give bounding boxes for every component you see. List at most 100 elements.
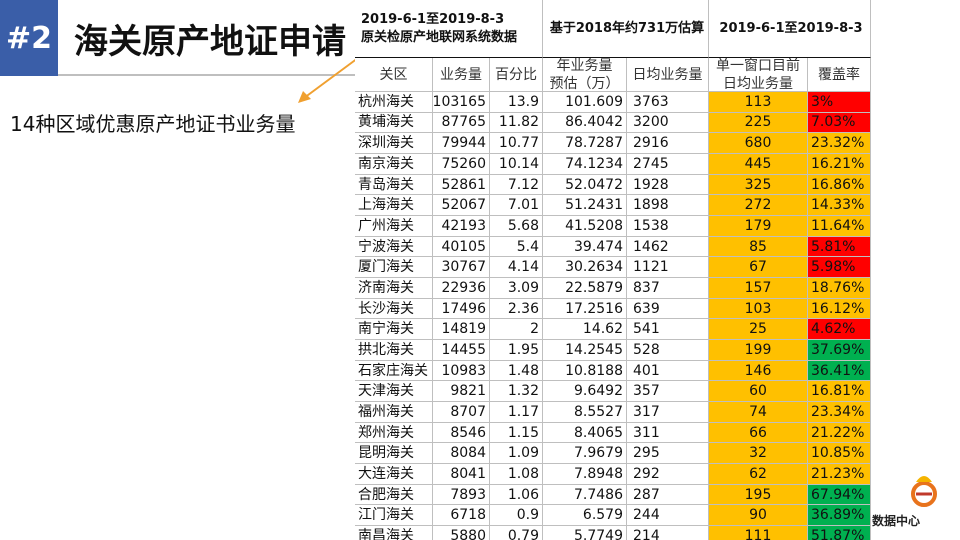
table-cell: 32 bbox=[709, 443, 808, 465]
row-label: 郑州海关 bbox=[355, 422, 433, 444]
table-cell: 1121 bbox=[627, 257, 709, 279]
table-cell: 25 bbox=[709, 319, 808, 341]
table-cell: 67.94% bbox=[808, 484, 871, 506]
row-label: 宁波海关 bbox=[355, 236, 433, 258]
table-cell: 0.9 bbox=[490, 505, 543, 527]
table-cell: 16.21% bbox=[808, 154, 871, 175]
table-cell: 30.2634 bbox=[543, 257, 627, 279]
table-cell: 1462 bbox=[627, 236, 709, 258]
table-cell: 87765 bbox=[433, 112, 490, 134]
table-cell: 2745 bbox=[627, 154, 709, 175]
table-cell: 103165 bbox=[433, 92, 490, 113]
table-cell: 1.08 bbox=[490, 464, 543, 485]
row-label: 南京海关 bbox=[355, 154, 433, 175]
table-cell: 680 bbox=[709, 133, 808, 154]
table-cell: 317 bbox=[627, 402, 709, 423]
slide-subtitle: 14种区域优惠原产地证书业务量 bbox=[10, 112, 296, 136]
table-cell: 357 bbox=[627, 381, 709, 403]
row-label: 青岛海关 bbox=[355, 174, 433, 196]
table-cell: 23.32% bbox=[808, 133, 871, 154]
table-cell: 85 bbox=[709, 236, 808, 258]
slide-badge: #2 bbox=[0, 0, 58, 76]
table-cell: 4.14 bbox=[490, 257, 543, 279]
slide-title: 海关原产地证申请 bbox=[74, 22, 346, 62]
row-label: 石家庄海关 bbox=[355, 360, 433, 382]
row-label: 拱北海关 bbox=[355, 340, 433, 361]
table-cell: 52067 bbox=[433, 195, 490, 216]
table-cell: 103 bbox=[709, 298, 808, 320]
table-cell: 36.41% bbox=[808, 360, 871, 382]
table-cell: 244 bbox=[627, 505, 709, 527]
table-cell: 9821 bbox=[433, 381, 490, 403]
table-cell: 272 bbox=[709, 195, 808, 216]
column-header: 业务量 bbox=[433, 58, 490, 92]
table-cell: 7.03% bbox=[808, 112, 871, 134]
group-header: 2019-6-1至2019-8-3 bbox=[709, 0, 871, 58]
table-cell: 75260 bbox=[433, 154, 490, 175]
table-cell: 1.48 bbox=[490, 360, 543, 382]
table-cell: 5.68 bbox=[490, 216, 543, 237]
table-cell: 5880 bbox=[433, 526, 490, 540]
table-cell: 60 bbox=[709, 381, 808, 403]
table-cell: 311 bbox=[627, 422, 709, 444]
table-cell: 7893 bbox=[433, 484, 490, 506]
table-cell: 7.01 bbox=[490, 195, 543, 216]
table-cell: 11.64% bbox=[808, 216, 871, 237]
table-cell: 8546 bbox=[433, 422, 490, 444]
table-cell: 14819 bbox=[433, 319, 490, 341]
table-cell: 1.09 bbox=[490, 443, 543, 465]
table-cell: 1898 bbox=[627, 195, 709, 216]
table-cell: 3200 bbox=[627, 112, 709, 134]
cell-line: 日均业务量 bbox=[723, 75, 793, 92]
table-cell: 13.9 bbox=[490, 92, 543, 113]
table-cell: 10.85% bbox=[808, 443, 871, 465]
table-cell: 10.77 bbox=[490, 133, 543, 154]
table-cell: 287 bbox=[627, 484, 709, 506]
table-cell: 837 bbox=[627, 278, 709, 299]
table-cell: 3.09 bbox=[490, 278, 543, 299]
table-cell: 17496 bbox=[433, 298, 490, 320]
data-table: 2019-6-1至2019-8-3 原关检原产地联网系统数据 基于2018年约731… bbox=[355, 0, 871, 540]
row-label: 南昌海关 bbox=[355, 526, 433, 540]
table-cell: 22.5879 bbox=[543, 278, 627, 299]
column-header: 单一窗口目前 日均业务量 bbox=[709, 58, 808, 92]
row-label: 黄埔海关 bbox=[355, 112, 433, 134]
cell-line: 基于2018年约731万估算 bbox=[549, 20, 705, 36]
table-cell: 401 bbox=[627, 360, 709, 382]
pointer-arrow bbox=[298, 57, 359, 103]
table-cell: 528 bbox=[627, 340, 709, 361]
table-cell: 5.7749 bbox=[543, 526, 627, 540]
table-cell: 8.4065 bbox=[543, 422, 627, 444]
cell-line: 原关检原产地联网系统数据 bbox=[361, 29, 518, 45]
row-label: 江门海关 bbox=[355, 505, 433, 527]
row-label: 福州海关 bbox=[355, 402, 433, 423]
table-cell: 21.22% bbox=[808, 422, 871, 444]
table-cell: 8707 bbox=[433, 402, 490, 423]
table-cell: 4.62% bbox=[808, 319, 871, 341]
group-header: 基于2018年约731万估算 bbox=[543, 0, 709, 58]
table-cell: 51.2431 bbox=[543, 195, 627, 216]
table-cell: 1.06 bbox=[490, 484, 543, 506]
table-cell: 5.98% bbox=[808, 257, 871, 279]
table-cell: 5.4 bbox=[490, 236, 543, 258]
table-cell: 39.474 bbox=[543, 236, 627, 258]
row-label: 深圳海关 bbox=[355, 133, 433, 154]
table-cell: 30767 bbox=[433, 257, 490, 279]
table-cell: 7.8948 bbox=[543, 464, 627, 485]
table-cell: 1928 bbox=[627, 174, 709, 196]
group-header: 2019-6-1至2019-8-3 原关检原产地联网系统数据 bbox=[355, 0, 543, 58]
table-cell: 16.81% bbox=[808, 381, 871, 403]
row-label: 广州海关 bbox=[355, 216, 433, 237]
table-cell: 66 bbox=[709, 422, 808, 444]
table-cell: 36.89% bbox=[808, 505, 871, 527]
table-cell: 42193 bbox=[433, 216, 490, 237]
table-cell: 6.579 bbox=[543, 505, 627, 527]
table-cell: 23.34% bbox=[808, 402, 871, 423]
row-label: 天津海关 bbox=[355, 381, 433, 403]
table-cell: 199 bbox=[709, 340, 808, 361]
table-cell: 7.9679 bbox=[543, 443, 627, 465]
logo-text: 数据中心 bbox=[872, 514, 921, 528]
table-cell: 179 bbox=[709, 216, 808, 237]
table-cell: 157 bbox=[709, 278, 808, 299]
table-cell: 21.23% bbox=[808, 464, 871, 485]
